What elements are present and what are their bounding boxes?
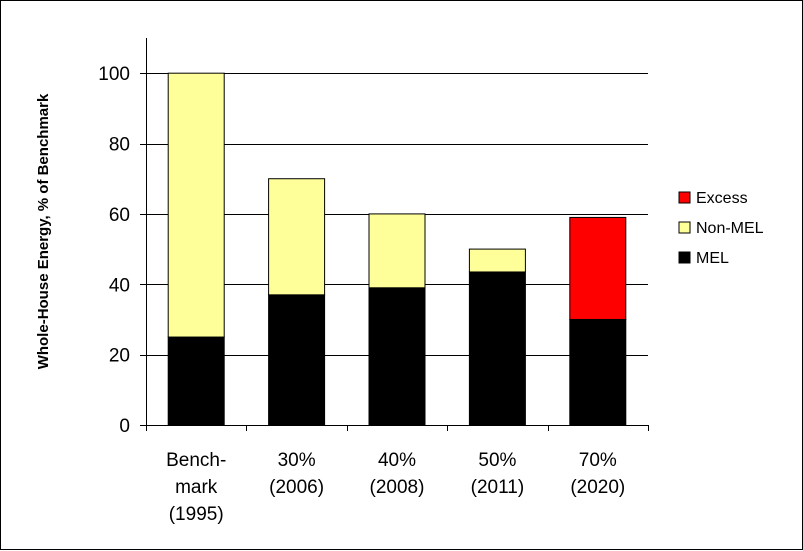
bar-segment-non-mel	[268, 178, 326, 296]
bar-segment-excess	[569, 216, 627, 320]
bar-segment-mel	[368, 287, 426, 426]
legend: Excess Non-MEL MEL	[678, 190, 764, 267]
legend-swatch-mel	[678, 251, 691, 264]
y-tick-label: 60	[109, 205, 130, 226]
x-tick-labels: Bench-mark (1995) 30% (2006) 40% (2008) 50% (20…	[166, 450, 625, 525]
x-tick-label: 30% (2006)	[269, 450, 324, 498]
x-tick-label: 50% (2011)	[471, 450, 525, 498]
x-tick-label-line: 30%	[278, 450, 316, 471]
x-tick-label-line: 70%	[579, 450, 617, 471]
x-tick-label-line: Bench-	[166, 450, 226, 471]
y-tick-label: 40	[109, 275, 130, 296]
bar-segment-non-mel	[368, 213, 426, 289]
legend-swatch-excess	[678, 191, 691, 204]
bar-segment-non-mel	[167, 72, 225, 338]
axes	[140, 38, 649, 431]
x-tick-label-line: (2008)	[370, 477, 425, 498]
x-tick-label: 70% (2020)	[570, 450, 625, 498]
bar-segment-mel	[569, 318, 627, 426]
bar-segment-mel	[167, 336, 225, 426]
y-tick-labels: 0 20 40 60 80 100	[98, 64, 130, 437]
x-tick-label: Bench-mark (1995)	[166, 450, 226, 525]
y-axis-label: Whole-House Energy, % of Benchmark	[35, 93, 52, 369]
bars	[167, 72, 627, 426]
bar-segment-mel	[268, 294, 326, 426]
y-tick-label: 20	[109, 346, 130, 367]
legend-swatch-non-mel	[678, 221, 691, 234]
x-tick-label-line: 40%	[378, 450, 416, 471]
legend-label-mel: MEL	[696, 250, 729, 267]
y-tick-label: 0	[119, 416, 130, 437]
legend-label-non-mel: Non-MEL	[696, 220, 764, 237]
x-tick-label-line: (2011)	[471, 477, 525, 498]
x-tick-label-line: 50%	[478, 450, 516, 471]
bar-segment-mel	[468, 271, 526, 426]
bar-segment-non-mel	[468, 248, 526, 273]
x-tick-label-line: (2020)	[570, 477, 625, 498]
legend-label-excess: Excess	[696, 190, 748, 207]
x-tick-label-line: (2006)	[269, 477, 324, 498]
x-tick-label-line: (1995)	[169, 504, 224, 525]
x-tick-label: 40% (2008)	[370, 450, 425, 498]
x-tick-label-line: mark	[175, 477, 218, 498]
y-tick-label: 80	[109, 135, 130, 156]
y-tick-label: 100	[98, 64, 130, 85]
